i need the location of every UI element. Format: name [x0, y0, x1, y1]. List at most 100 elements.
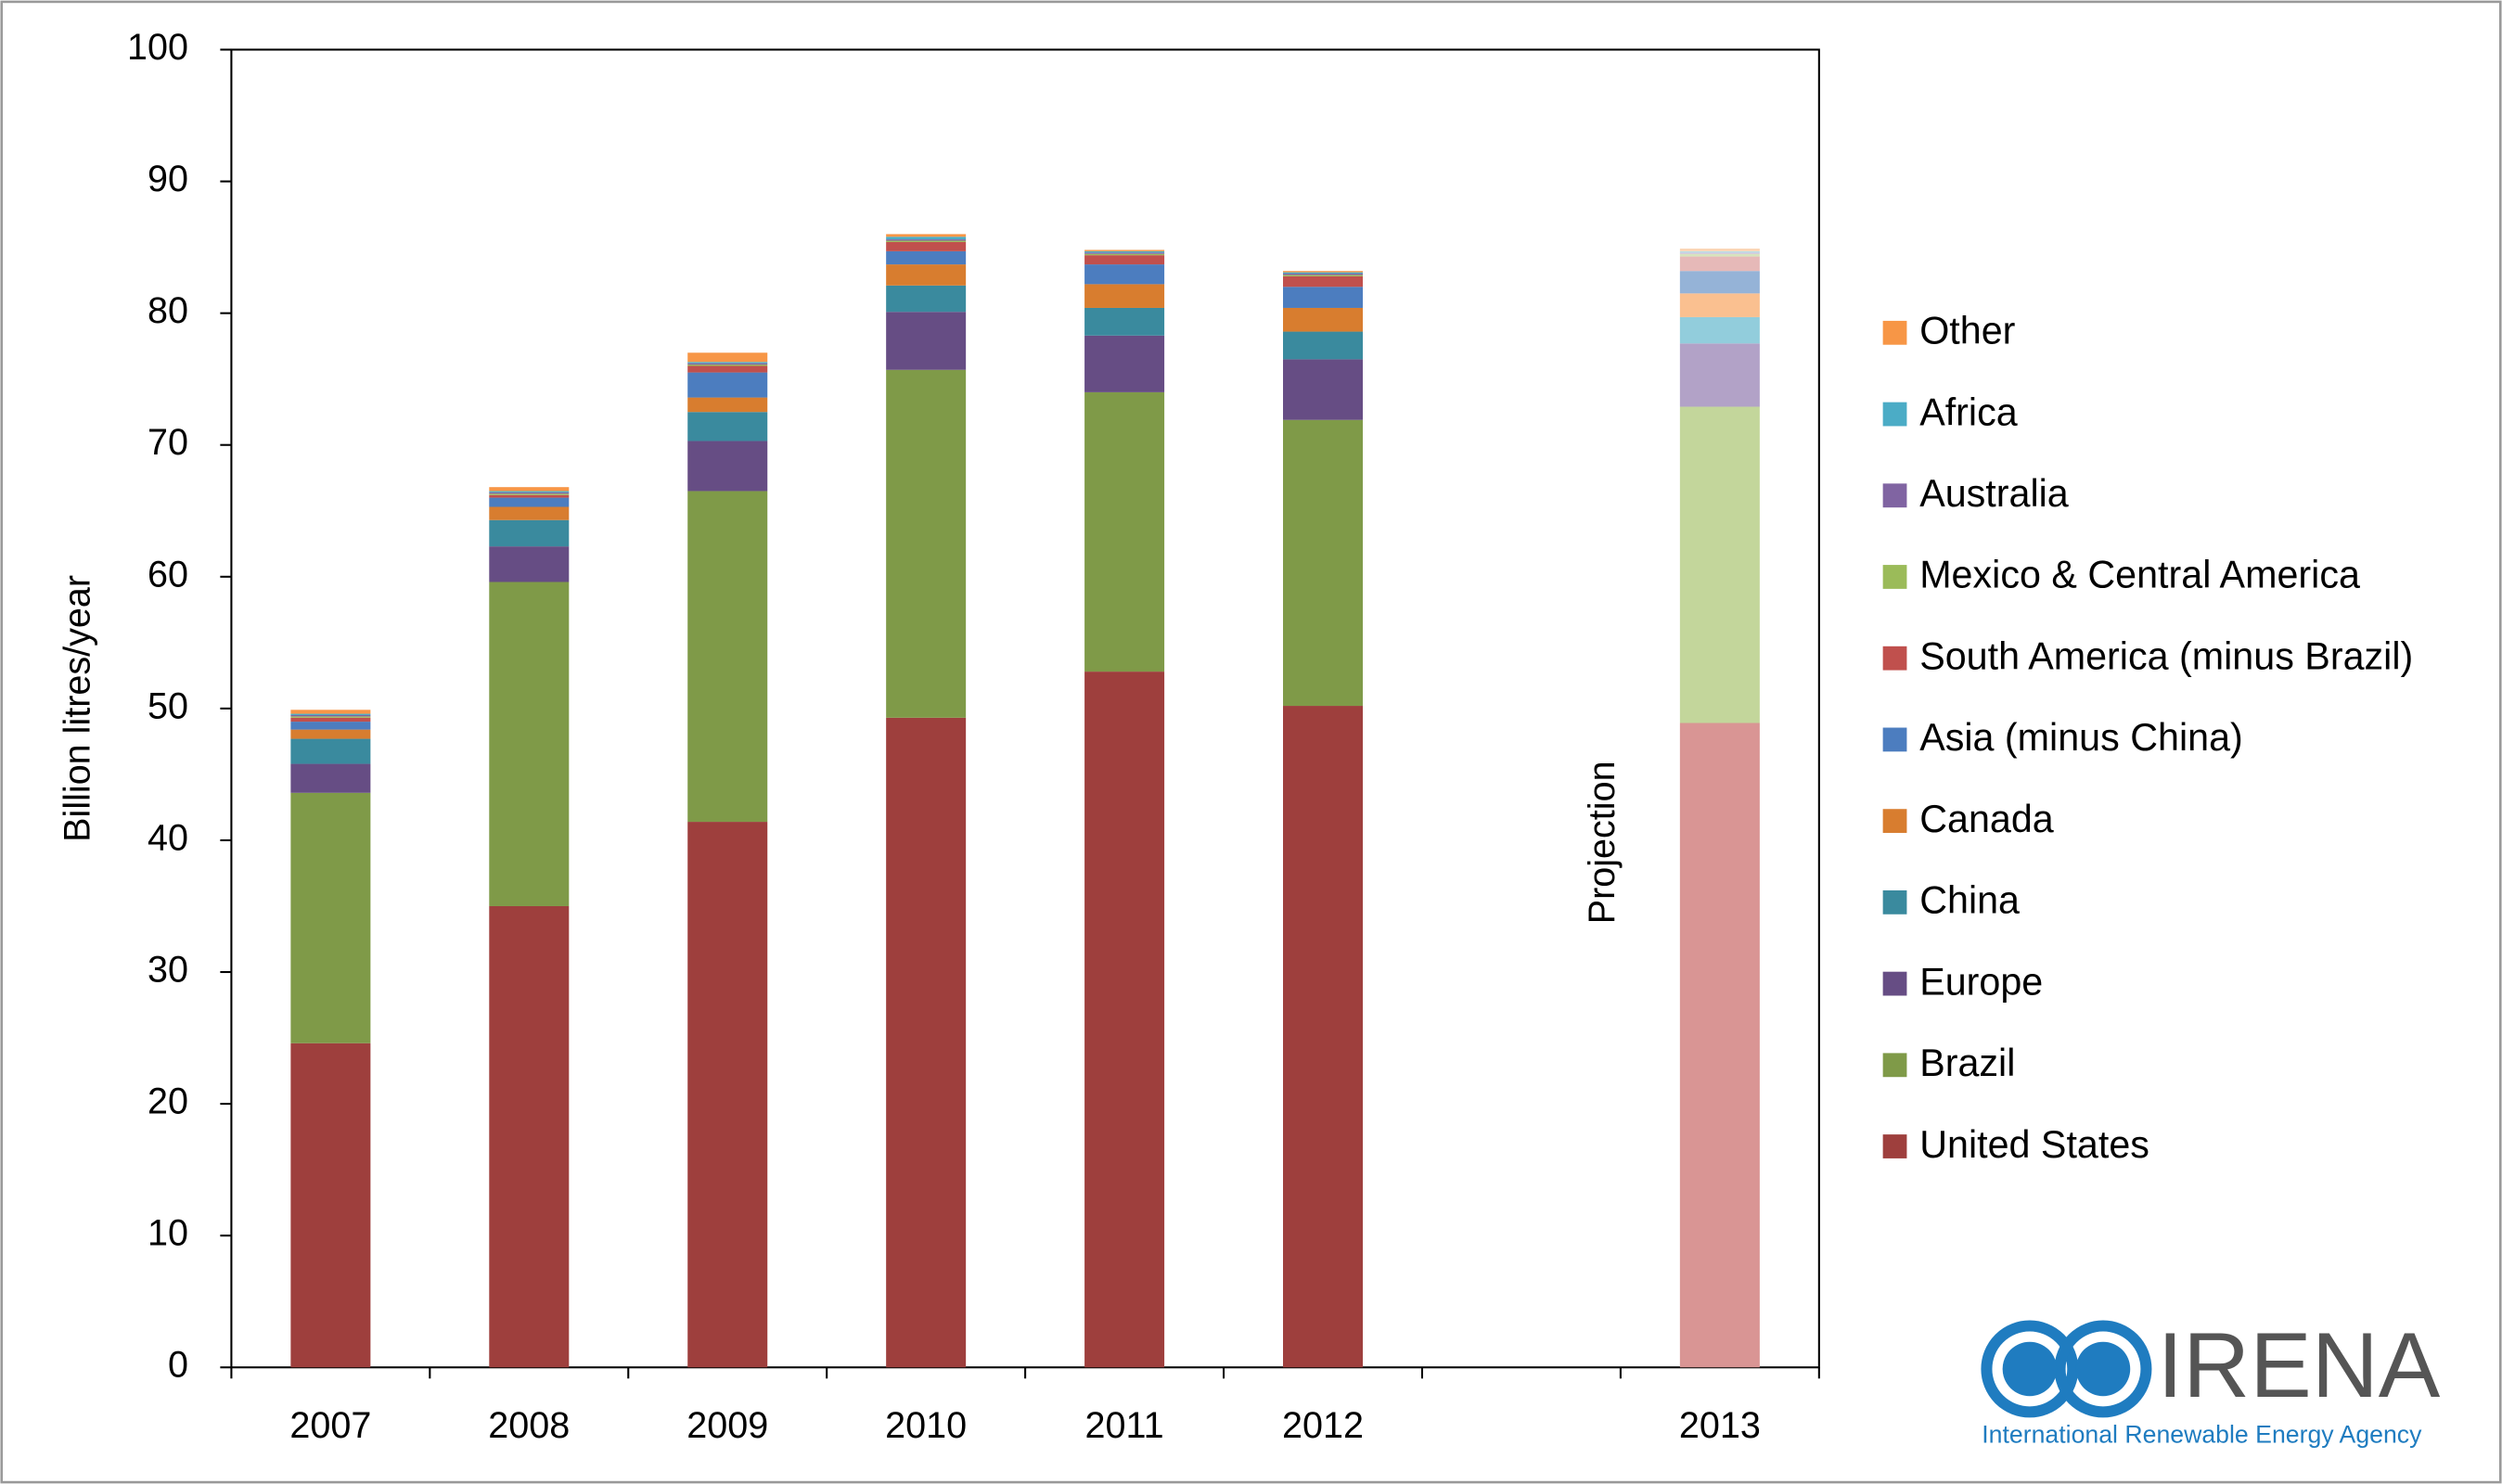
bar-segment [886, 239, 967, 241]
bar-segment [489, 491, 570, 493]
logo-globe [2075, 1341, 2131, 1397]
legend-swatch [1882, 320, 1907, 345]
bar-segment [489, 546, 570, 582]
bar-segment [886, 369, 967, 718]
logo-ring [2054, 1320, 2152, 1418]
y-tick-label: 50 [148, 685, 188, 726]
bar-segment [1679, 256, 1760, 272]
bar-segment [489, 487, 570, 492]
bar-segment [290, 710, 371, 714]
bar-segment [687, 822, 768, 1368]
bar-segment [1283, 359, 1364, 420]
legend-label: Asia (minus China) [1919, 716, 2243, 759]
bar-segment [687, 372, 768, 398]
bar-segment [1283, 275, 1364, 288]
bar-segment [1084, 255, 1165, 265]
bar-segment [1283, 287, 1364, 308]
legend-swatch [1882, 809, 1907, 834]
y-tick-label: 30 [148, 949, 188, 990]
legend-label: Africa [1919, 390, 2018, 433]
bar-segment [687, 491, 768, 823]
y-tick-label: 80 [148, 290, 188, 331]
bar-segment [886, 250, 967, 265]
bar-segment [290, 763, 371, 793]
bar-segment [290, 738, 371, 764]
legend-swatch [1882, 402, 1907, 427]
logo-globe [2002, 1341, 2058, 1397]
x-tick-label: 2009 [686, 1405, 768, 1446]
bar-segment [1679, 293, 1760, 317]
bar-segment [1283, 331, 1364, 360]
bar-segment [1283, 271, 1364, 273]
bar-segment [886, 312, 967, 370]
logo-ring [1981, 1320, 2079, 1418]
legend-label: Australia [1919, 472, 2069, 515]
bar-segment [687, 412, 768, 441]
bar-segment [290, 717, 371, 723]
legend-label: United States [1919, 1123, 2149, 1166]
bar-segment [489, 506, 570, 520]
legend-label: Europe [1919, 960, 2043, 1003]
bar-segment [1283, 706, 1364, 1368]
logo: IRENA International Renewable Energy Age… [1981, 1314, 2441, 1448]
bar-segment [1283, 307, 1364, 332]
y-tick-label: 40 [148, 817, 188, 858]
bar-segment [489, 493, 570, 495]
y-tick-label: 60 [148, 554, 188, 595]
bar-segment [1084, 391, 1165, 672]
bar-segment [687, 352, 768, 363]
x-tick-label: 2010 [885, 1405, 967, 1446]
legend-label: Other [1919, 310, 2015, 352]
bar-segment [1283, 272, 1364, 275]
bar-segment [290, 713, 371, 715]
legend-swatch [1882, 646, 1907, 671]
x-tick-label: 2007 [289, 1405, 371, 1446]
bar-segment [687, 441, 768, 492]
y-tick-label: 90 [148, 159, 188, 199]
bar-segment [1679, 406, 1760, 723]
logo-name: IRENA [2157, 1314, 2440, 1417]
bar-segment [1084, 307, 1165, 336]
legend-swatch [1882, 1053, 1907, 1078]
bar-segment [1679, 252, 1760, 254]
bar-segment [1084, 284, 1165, 308]
bar-segment [290, 729, 371, 739]
legend-swatch [1882, 971, 1907, 996]
bar-segment [489, 497, 570, 507]
bar-segment [886, 241, 967, 251]
bar-segment [1084, 335, 1165, 392]
bar-segment [1283, 419, 1364, 707]
bar-segment [489, 582, 570, 906]
bar-segment [290, 792, 371, 1043]
bar-segment [1679, 316, 1760, 344]
bar-segment [489, 905, 570, 1368]
bar-segment [1679, 250, 1760, 253]
bar-segment [687, 365, 768, 373]
bar-segment [1283, 274, 1364, 275]
legend-label: Mexico & Central America [1919, 554, 2360, 596]
y-axis-title: Billion litres/year [57, 575, 97, 842]
bar-segment [687, 362, 768, 364]
legend-swatch [1882, 727, 1907, 752]
bar-segment [687, 363, 768, 365]
bar-segment [1679, 271, 1760, 294]
bar-segment [489, 494, 570, 498]
legend-label: South America (minus Brazil) [1919, 634, 2413, 677]
bar-segment [1084, 253, 1165, 256]
legend-label: Brazil [1919, 1042, 2015, 1084]
bar-segment [1084, 672, 1165, 1368]
bar-segment [290, 716, 371, 718]
x-tick-label: 2013 [1679, 1405, 1761, 1446]
legend-swatch [1882, 483, 1907, 508]
bar-segment [290, 1043, 371, 1368]
legend-swatch [1882, 1134, 1907, 1158]
bar-segment [1679, 253, 1760, 257]
bar-segment [886, 264, 967, 286]
bar-segment [1084, 250, 1165, 253]
bar-segment [886, 285, 967, 313]
x-tick-label: 2011 [1085, 1405, 1164, 1446]
legend-label: China [1919, 879, 2020, 922]
bar-segment [687, 397, 768, 413]
